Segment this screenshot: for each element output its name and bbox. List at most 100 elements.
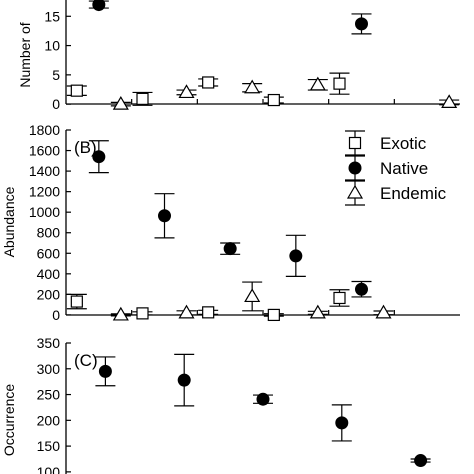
point-native-g2-marker — [177, 373, 191, 387]
y-tick-label: 1400 — [29, 163, 60, 179]
y-tick-label: 400 — [37, 266, 61, 282]
panel-tag: (B) — [74, 138, 97, 157]
point-native-g1 — [88, 140, 109, 174]
point-native-g3-marker — [256, 392, 270, 406]
y-tick-label: 15 — [44, 8, 60, 24]
y-axis-title: Occurrence — [1, 384, 17, 457]
point-native-g1 — [95, 356, 116, 387]
point-exotic-g1 — [66, 293, 87, 310]
point-exotic-g1-marker — [70, 295, 83, 308]
point-endemic-g2-marker — [178, 84, 195, 99]
point-endemic-g4-marker — [309, 304, 326, 319]
point-endemic-g3-marker — [244, 79, 261, 94]
point-native-g5-marker — [355, 17, 368, 31]
panel-b: 0 200 400 600 800 1000 1200 1400 1600 1800 Abundan… — [1, 122, 460, 323]
point-exotic-g4-marker — [267, 308, 280, 322]
point-native-g4 — [331, 404, 352, 442]
point-endemic-g3-marker — [244, 288, 261, 303]
y-tick-label: 150 — [37, 438, 61, 454]
point-exotic-g2 — [132, 307, 153, 320]
point-endemic-g5-marker — [375, 304, 392, 319]
point-endemic-g2 — [176, 84, 197, 99]
point-endemic-g1-marker — [112, 95, 129, 110]
point-native-g5 — [351, 280, 372, 298]
y-tick-label: 1000 — [29, 204, 60, 220]
y-axis-title: Abundance — [1, 186, 17, 257]
point-endemic-g3 — [242, 79, 263, 94]
y-tick-label: 350 — [37, 335, 61, 351]
y-tick-label: 1200 — [29, 184, 60, 200]
point-exotic-g5 — [329, 289, 350, 307]
y-tick-label: 10 — [44, 38, 60, 54]
point-endemic-g3 — [242, 281, 263, 312]
y-tick-label: 0 — [52, 307, 60, 323]
point-exotic-g5-marker — [333, 77, 346, 90]
point-native-g1-marker — [98, 364, 112, 378]
point-endemic-g6-marker — [441, 94, 458, 108]
y-tick-label: 1800 — [29, 122, 60, 138]
point-exotic-g4-marker — [267, 93, 280, 107]
point-endemic-g2 — [176, 304, 197, 319]
point-endemic-g4 — [307, 76, 328, 91]
point-native-g3 — [253, 392, 273, 406]
point-exotic-g4 — [263, 93, 284, 107]
legend-endemic-label: Endemic — [380, 184, 447, 203]
y-tick-label: 600 — [37, 245, 61, 261]
panel-tag: (C) — [74, 351, 98, 370]
y-tick-label: 1600 — [29, 143, 60, 159]
panel-c: 100 150 200 250 300 350 Occurrence (C) — [1, 335, 431, 474]
point-endemic-g6 — [439, 94, 460, 108]
point-exotic-g1-marker — [70, 84, 83, 97]
point-exotic-g2 — [132, 91, 153, 106]
y-tick-label: 200 — [37, 286, 61, 302]
point-endemic-g1 — [110, 95, 131, 110]
point-endemic-g4 — [307, 304, 328, 319]
point-native-g2 — [154, 193, 175, 239]
y-tick-label: 250 — [37, 387, 61, 403]
point-native-g5-marker — [355, 282, 368, 296]
legend-exotic-marker — [348, 136, 362, 150]
point-native-g1-marker — [92, 150, 106, 164]
point-native-g5 — [410, 454, 431, 468]
point-exotic-g2-marker — [136, 307, 149, 320]
point-exotic-g1 — [66, 84, 87, 97]
point-exotic-g5-marker — [333, 291, 346, 305]
point-endemic-g4-marker — [309, 76, 326, 91]
y-axis-title: Number of — [17, 22, 33, 87]
point-endemic-g5 — [373, 304, 394, 319]
legend: Exotic Native Endemic — [345, 130, 447, 206]
point-native-g4-marker — [289, 249, 303, 263]
legend-endemic-marker — [346, 184, 364, 199]
legend-native-marker — [348, 161, 362, 175]
point-native-g1 — [88, 0, 109, 12]
point-native-g2-marker — [158, 209, 171, 223]
point-endemic-g2-marker — [178, 304, 195, 319]
y-tick-label: 0 — [52, 96, 60, 112]
point-native-g3 — [220, 242, 241, 256]
point-exotic-g3 — [198, 76, 219, 89]
point-exotic-g3-marker — [202, 306, 215, 319]
legend-exotic-label: Exotic — [380, 134, 427, 153]
point-exotic-g3 — [198, 306, 219, 319]
point-native-g1-marker — [92, 0, 106, 12]
point-endemic-g1 — [110, 306, 131, 321]
point-native-g4 — [285, 234, 306, 277]
point-native-g5-marker — [414, 454, 428, 468]
panel-a: 0 5 10 15 Number of — [17, 0, 460, 112]
point-exotic-g5 — [329, 72, 350, 95]
point-endemic-g1-marker — [112, 306, 129, 321]
point-native-g3-marker — [223, 242, 237, 256]
point-exotic-g2-marker — [136, 92, 149, 105]
y-tick-label: 5 — [52, 67, 60, 83]
point-native-g4-marker — [335, 416, 349, 430]
y-tick-label: 300 — [37, 361, 61, 377]
y-tick-label: 100 — [37, 464, 61, 474]
point-exotic-g4 — [263, 308, 284, 322]
point-exotic-g3-marker — [202, 76, 215, 89]
legend-native-label: Native — [380, 159, 428, 178]
point-native-g5 — [351, 13, 372, 35]
point-native-g2 — [174, 353, 195, 407]
y-tick-label: 200 — [37, 412, 61, 428]
y-tick-label: 800 — [37, 225, 61, 241]
